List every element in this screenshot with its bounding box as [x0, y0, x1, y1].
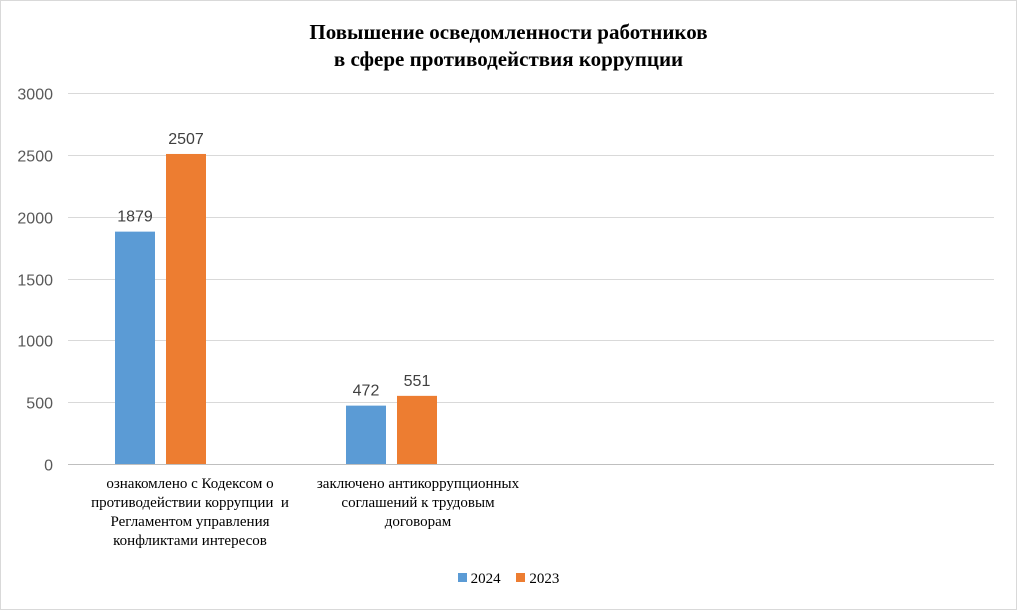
category-label-line: соглашений к трудовым — [341, 495, 495, 511]
bar-2024-2 — [346, 405, 386, 464]
category-label-2: заключено антикоррупционных соглашений к… — [298, 475, 538, 532]
bar-2023-2 — [397, 395, 437, 464]
category-label-line: конфликтами интересов — [113, 533, 267, 549]
y-tick-label: 1000 — [17, 334, 53, 351]
data-label-2023-1: 2507 — [168, 131, 204, 148]
legend-label-2024: 2024 — [470, 571, 501, 587]
category-label-1: ознакомлено с Кодексом о противодействии… — [70, 475, 310, 551]
category-label-line: противодействии коррупции и — [91, 495, 289, 511]
legend-item-2024: 2024 — [457, 571, 501, 588]
category-label-line: договорам — [384, 514, 452, 530]
y-tick-label: 0 — [44, 458, 53, 475]
data-label-2024-2: 472 — [353, 383, 380, 400]
category-label-line: заключено антикоррупционных — [316, 476, 520, 492]
chart-title: Повышение осведомленности работников в с… — [1, 19, 1016, 73]
legend-swatch-2023 — [516, 573, 526, 582]
bar-2023-1 — [166, 153, 206, 465]
data-label-2024-1: 1879 — [117, 209, 153, 226]
category-label-line: ознакомлено с Кодексом о — [106, 476, 274, 492]
chart-title-line-1: Повышение осведомленности работников — [309, 20, 708, 44]
bar-2024-1 — [115, 231, 155, 464]
legend-item-2023: 2023 — [516, 571, 559, 588]
y-tick-label: 500 — [26, 396, 53, 413]
legend-swatch-2024 — [457, 573, 467, 582]
y-tick-label: 2500 — [17, 149, 53, 166]
data-label-2023-2: 551 — [404, 373, 431, 390]
y-tick-label: 2000 — [17, 211, 53, 228]
y-tick-label: 1500 — [17, 273, 53, 290]
category-label-line: Регламентом управления — [110, 514, 270, 530]
y-tick-label: 3000 — [17, 87, 53, 104]
chart-title-line-2: в сфере противодействия коррупции — [333, 47, 684, 71]
legend-label-2023: 2023 — [529, 571, 560, 587]
legend: 2024 2023 — [1, 571, 1016, 588]
